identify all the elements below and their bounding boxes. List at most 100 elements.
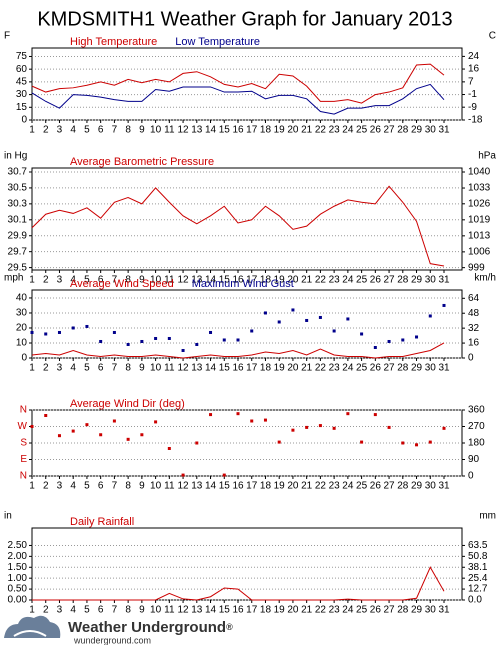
point [126, 342, 130, 346]
y2-tick-label: 1019 [468, 214, 491, 225]
x-tick-label: 10 [150, 125, 162, 136]
x-tick-label: 5 [84, 605, 90, 616]
y-tick-label: 20 [16, 323, 28, 334]
x-tick-label: 6 [98, 275, 104, 286]
x-tick-label: 3 [57, 605, 63, 616]
x-tick-label: 11 [164, 275, 175, 286]
point [373, 413, 377, 417]
y-unit: in [4, 511, 12, 522]
x-tick-label: 27 [384, 605, 396, 616]
point [126, 437, 130, 441]
point [99, 339, 103, 343]
x-tick-label: 25 [356, 605, 368, 616]
x-tick-label: 12 [178, 481, 190, 492]
point [154, 336, 158, 340]
x-tick-label: 28 [397, 125, 409, 136]
x-tick-label: 5 [84, 481, 90, 492]
point [99, 433, 103, 437]
x-tick-label: 18 [260, 605, 272, 616]
y-tick-label: 10 [16, 338, 28, 349]
x-tick-label: 12 [178, 275, 190, 286]
y2-tick-label: -9 [468, 102, 477, 113]
x-tick-label: 23 [329, 125, 341, 136]
point [360, 440, 364, 444]
x-tick-label: 24 [342, 605, 354, 616]
x-tick-label: 19 [274, 125, 286, 136]
x-tick-label: 22 [315, 363, 327, 374]
x-tick-label: 11 [164, 363, 175, 374]
y-tick-label: 29.5 [8, 262, 28, 273]
x-tick-label: 4 [70, 363, 76, 374]
point [195, 441, 199, 445]
y-tick-label: 1.50 [8, 562, 28, 573]
x-tick-label: 26 [370, 605, 382, 616]
point [71, 326, 75, 330]
x-tick-label: 28 [397, 605, 409, 616]
x-tick-label: 28 [397, 481, 409, 492]
x-tick-label: 6 [98, 125, 104, 136]
x-tick-label: 1 [29, 125, 35, 136]
y-unit: mph [4, 273, 23, 284]
y2-tick-label: -18 [468, 115, 483, 126]
y-tick-label: 29.7 [8, 246, 28, 257]
x-tick-label: 5 [84, 363, 90, 374]
plot-area [31, 527, 463, 601]
x-tick-label: 12 [178, 125, 190, 136]
x-tick-label: 21 [301, 275, 313, 286]
x-tick-label: 13 [191, 275, 203, 286]
y2-tick-label: 16 [468, 338, 480, 349]
point [30, 330, 34, 334]
point [85, 423, 89, 427]
legend-entry: Maximum Wind Gust [192, 278, 294, 290]
x-tick-label: 28 [397, 275, 409, 286]
point [346, 412, 350, 416]
y2-unit: hPa [478, 151, 496, 162]
point [222, 338, 226, 342]
legend-entry: Average Barometric Pressure [70, 156, 214, 168]
y-tick-label: 60 [16, 64, 28, 75]
x-tick-label: 25 [356, 481, 368, 492]
x-tick-label: 24 [342, 275, 354, 286]
x-tick-label: 18 [260, 363, 272, 374]
x-tick-label: 29 [411, 481, 423, 492]
point [332, 426, 336, 430]
x-tick-label: 10 [150, 605, 162, 616]
point [318, 315, 322, 319]
x-tick-label: 6 [98, 605, 104, 616]
x-tick-label: 27 [384, 481, 396, 492]
x-tick-label: 3 [57, 125, 63, 136]
x-tick-label: 15 [219, 275, 231, 286]
point [112, 419, 116, 423]
x-tick-label: 20 [287, 125, 299, 136]
x-tick-label: 21 [301, 363, 313, 374]
x-tick-label: 5 [84, 275, 90, 286]
legend-entry: Average Wind Speed [70, 278, 174, 290]
point [195, 342, 199, 346]
point [305, 318, 309, 322]
x-tick-label: 22 [315, 275, 327, 286]
point [209, 413, 213, 417]
x-tick-label: 16 [232, 275, 244, 286]
x-tick-label: 9 [139, 125, 145, 136]
point [167, 447, 171, 450]
point [291, 308, 295, 312]
y2-tick-label: 1026 [468, 198, 491, 209]
point [71, 429, 75, 433]
x-tick-label: 3 [57, 481, 63, 492]
x-tick-label: 26 [370, 481, 382, 492]
series-line [31, 185, 445, 267]
point [57, 434, 61, 438]
x-tick-label: 15 [219, 481, 231, 492]
x-tick-label: 8 [125, 363, 131, 374]
y2-tick-label: 1006 [468, 247, 491, 258]
y2-tick-label: 25.4 [468, 573, 488, 584]
x-tick-label: 7 [112, 481, 118, 492]
x-tick-label: 27 [384, 363, 396, 374]
x-tick-label: 17 [246, 125, 258, 136]
y2-tick-label: 63.5 [468, 540, 488, 551]
point [57, 330, 61, 334]
x-tick-label: 5 [84, 125, 90, 136]
x-tick-label: 1 [29, 363, 35, 374]
y2-tick-label: 0.0 [468, 595, 482, 606]
point [140, 433, 144, 437]
